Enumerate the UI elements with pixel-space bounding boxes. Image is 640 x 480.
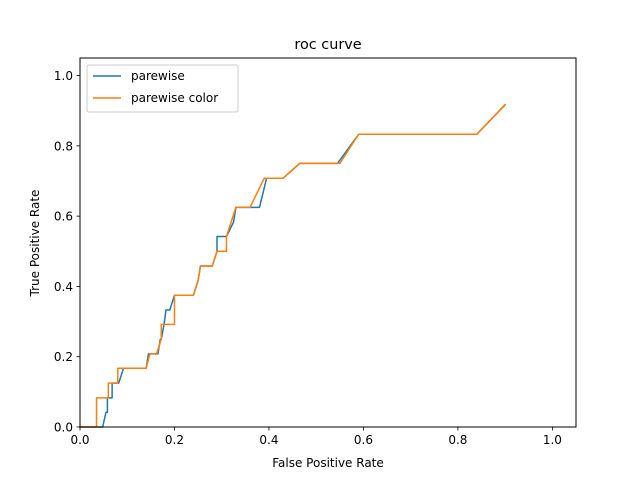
y-axis-ticks: 0.0 0.2 0.4 0.6 0.8 1.0 [54, 69, 80, 435]
y-tick-label: 0.4 [54, 280, 73, 294]
legend-box [86, 64, 239, 113]
y-tick-label: 0.0 [54, 421, 73, 435]
x-axis-ticks: 0.0 0.2 0.4 0.6 0.8 1.0 [70, 427, 562, 447]
y-tick-label: 0.6 [54, 210, 73, 224]
x-tick-label: 0.4 [259, 433, 278, 447]
series-line-parewise-color [79, 103, 507, 428]
axes-frame [79, 57, 577, 428]
chart-title: roc curve [294, 37, 361, 53]
y-tick-label: 1.0 [54, 69, 73, 83]
x-tick-label: 0.8 [448, 433, 467, 447]
x-tick-label: 0.0 [70, 433, 89, 447]
series-layer [79, 103, 507, 428]
legend: parewise parewise color [86, 64, 239, 113]
plot-area [79, 57, 577, 428]
x-tick-label: 0.6 [354, 433, 373, 447]
x-axis-label: False Positive Rate [272, 456, 384, 470]
y-tick-label: 0.8 [54, 139, 73, 153]
legend-label-parewise: parewise [131, 69, 185, 83]
legend-label-parewise-color: parewise color [131, 91, 218, 105]
x-tick-label: 1.0 [543, 433, 562, 447]
x-tick-label: 0.2 [165, 433, 184, 447]
y-axis-label: True Positive Rate [28, 190, 42, 298]
y-tick-label: 0.2 [54, 350, 73, 364]
